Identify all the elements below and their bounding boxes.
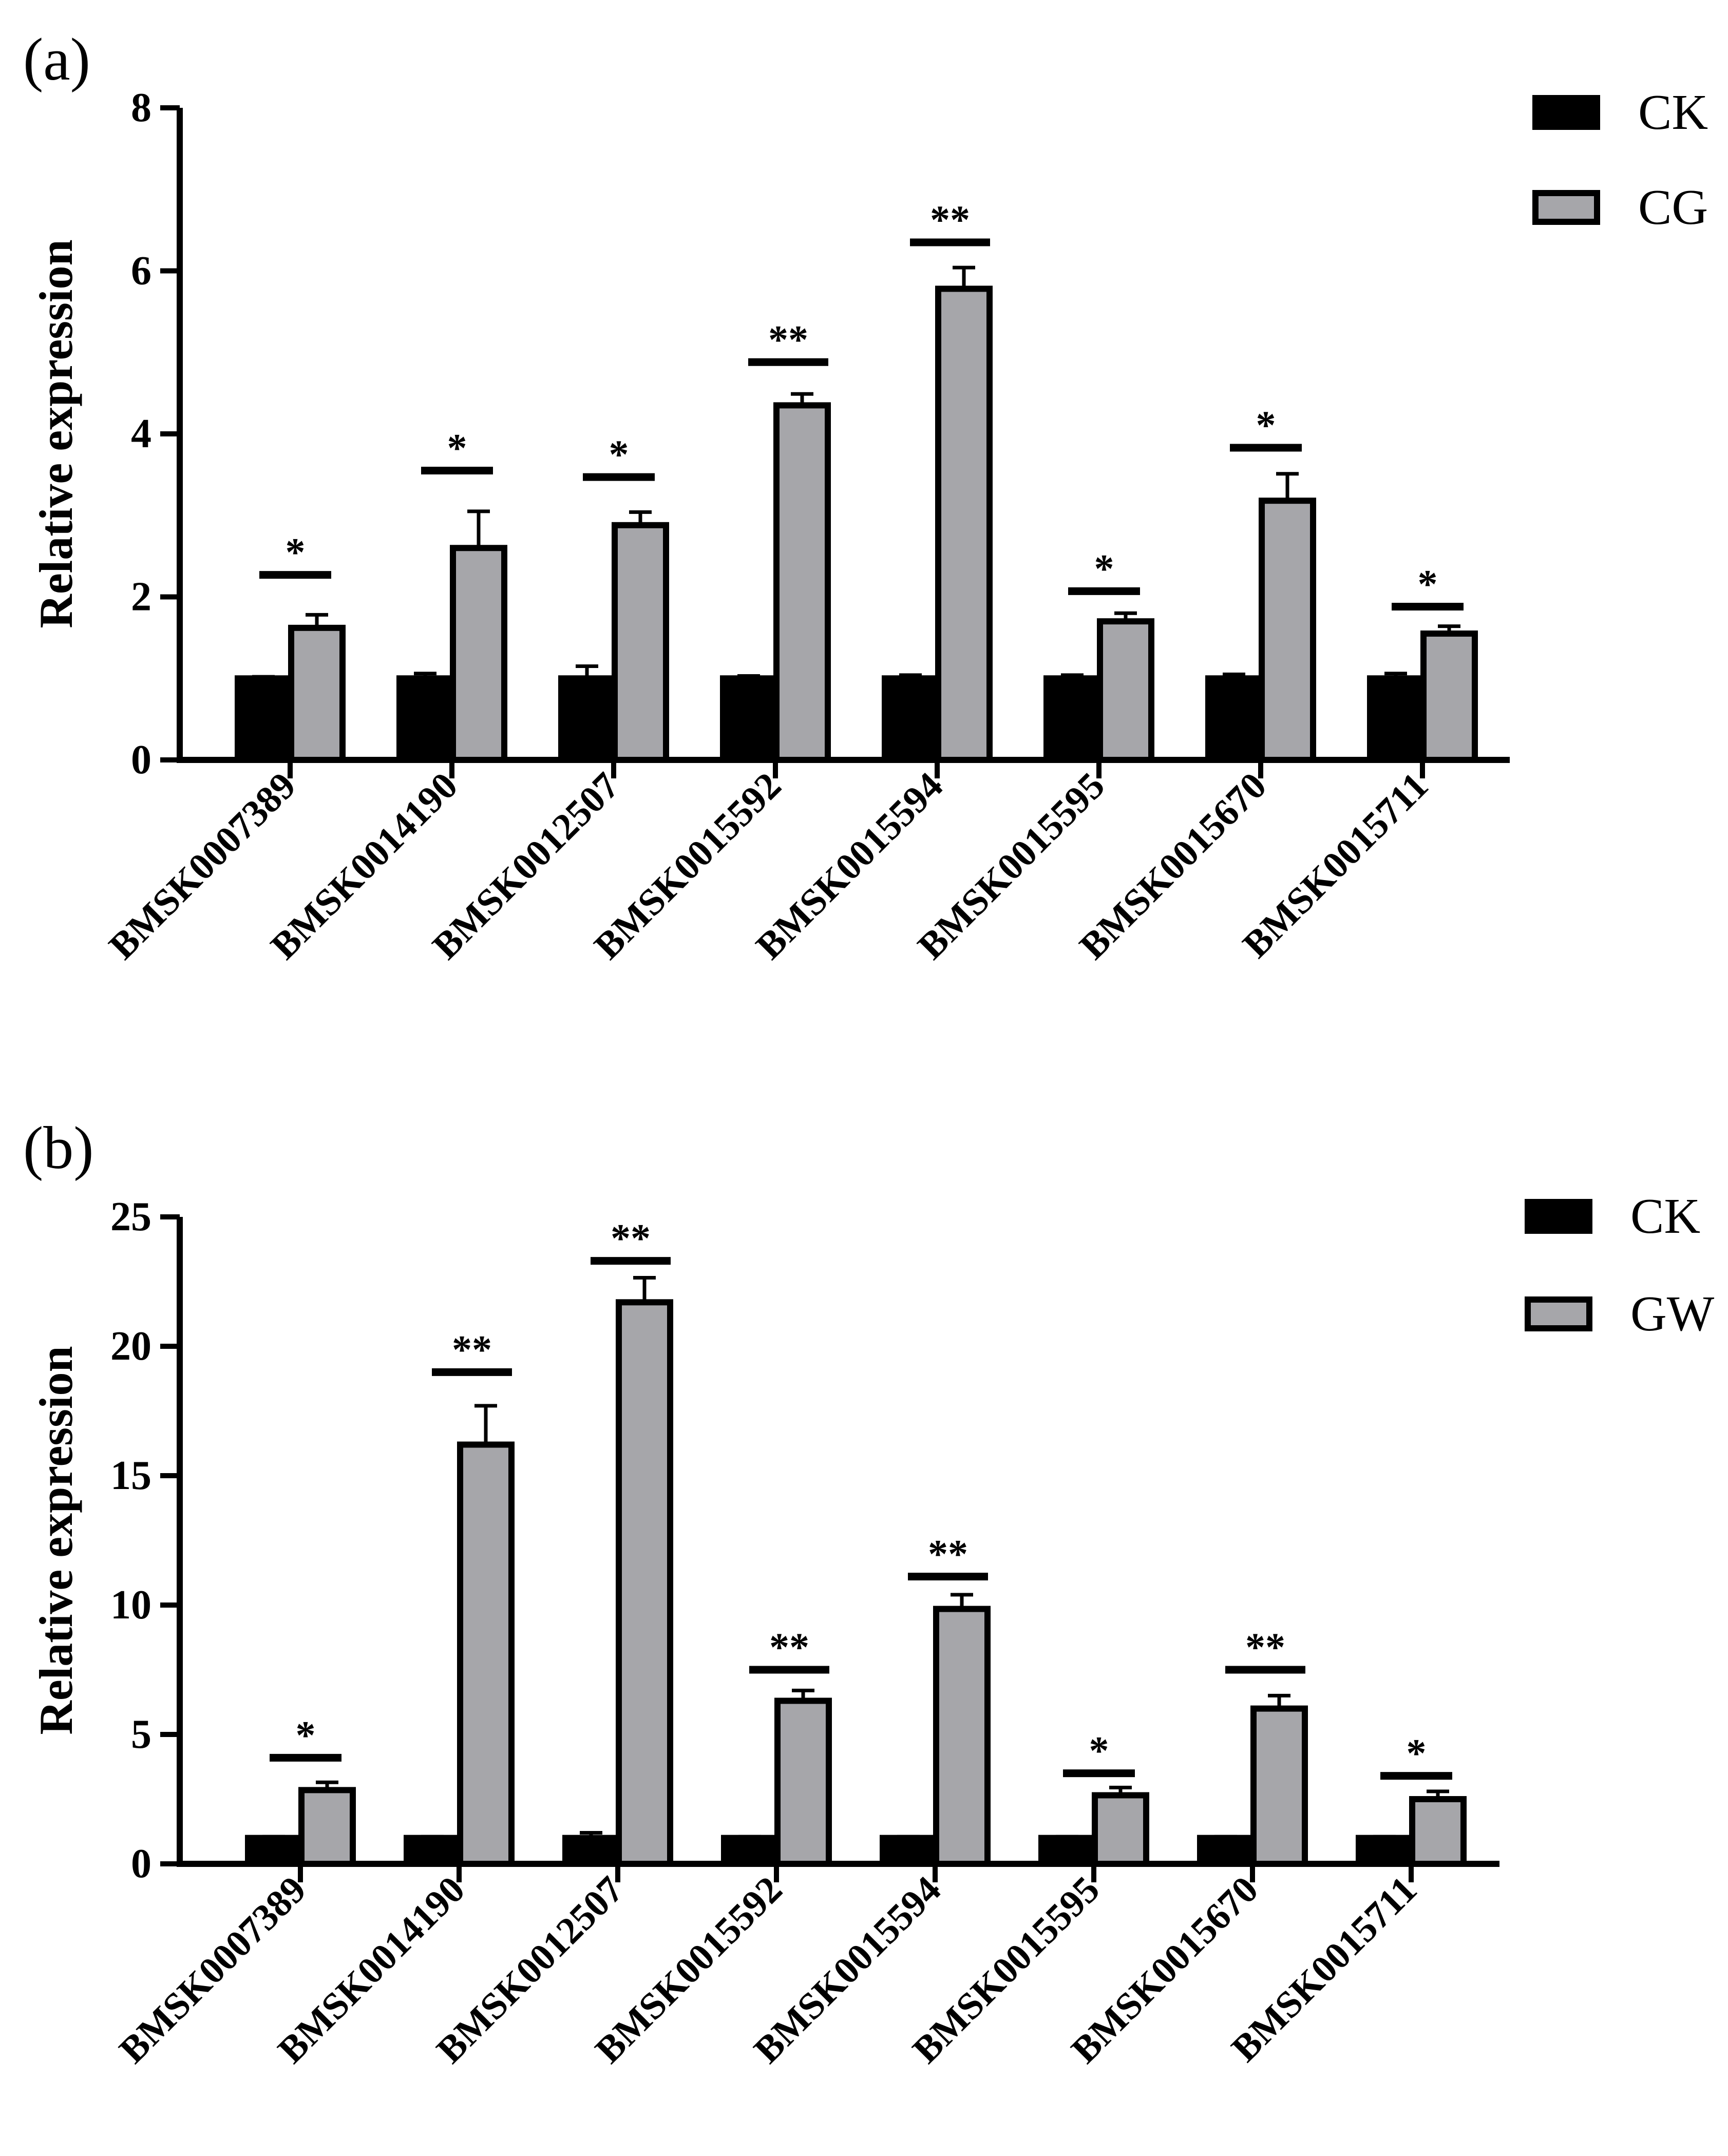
legend-label-gw: GW (1630, 1286, 1715, 1342)
significance-marker: * (609, 432, 629, 476)
bar-ck (1367, 675, 1425, 763)
significance-marker: ** (1245, 1625, 1285, 1669)
bar-treatment (773, 402, 831, 763)
y-tick-label: 10 (110, 1582, 151, 1628)
bar-ck (880, 1835, 937, 1867)
bar-ck (404, 1835, 461, 1867)
significance-marker: * (286, 530, 306, 575)
bar-treatment (457, 1441, 515, 1867)
significance-marker: * (1418, 562, 1438, 606)
bar-ck (562, 1835, 620, 1867)
legend-swatch-ck (1525, 1199, 1592, 1234)
panel-a: (a)Relative expression02468BMSK0007389*B… (23, 26, 1708, 967)
bar-treatment (1092, 1792, 1149, 1867)
legend-swatch-ck (1532, 95, 1600, 130)
significance-marker: ** (928, 1532, 968, 1576)
legend-swatch-cg (1532, 190, 1600, 225)
bar-ck (1197, 1835, 1255, 1867)
significance-marker: * (447, 425, 467, 470)
significance-marker: * (1094, 546, 1114, 590)
significance-marker: * (1256, 403, 1276, 447)
y-tick-label: 15 (110, 1453, 151, 1498)
bar-ck (721, 1835, 778, 1867)
bar-ck (235, 675, 292, 763)
bar-treatment (450, 545, 507, 763)
significance-marker: * (1407, 1731, 1427, 1776)
bar-treatment (933, 1606, 991, 1867)
y-tick-label: 4 (131, 411, 151, 456)
y-tick-label: 0 (131, 1841, 151, 1886)
bar-ck (1038, 1835, 1096, 1867)
bar-treatment (288, 624, 346, 763)
panel-label: (a) (23, 26, 90, 93)
y-tick-label: 6 (131, 249, 151, 294)
bar-treatment (935, 285, 993, 763)
bar-treatment (774, 1697, 832, 1867)
significance-marker: * (296, 1712, 316, 1757)
bar-treatment (616, 1299, 673, 1867)
y-tick-label: 8 (131, 85, 151, 130)
bar-treatment (612, 522, 669, 763)
y-tick-label: 0 (131, 737, 151, 783)
bar-ck (245, 1835, 302, 1867)
bar-treatment (1420, 630, 1478, 763)
legend-label-ck: CK (1638, 85, 1708, 140)
y-axis-title: Relative expression (30, 1346, 82, 1734)
bar-treatment (1097, 618, 1154, 763)
bar-ck (396, 675, 454, 763)
legend-label-ck: CK (1630, 1189, 1700, 1244)
y-tick-label: 2 (131, 575, 151, 620)
y-tick-label: 20 (110, 1324, 151, 1369)
y-tick-label: 25 (110, 1194, 151, 1239)
panel-label: (b) (23, 1114, 94, 1181)
significance-marker: ** (452, 1327, 492, 1371)
bar-treatment (1409, 1796, 1467, 1867)
y-axis-title: Relative expression (30, 239, 82, 628)
bar-ck (882, 675, 939, 763)
significance-marker: ** (611, 1216, 651, 1261)
bar-treatment (1259, 498, 1316, 763)
bar-treatment (1250, 1705, 1308, 1867)
legend-label-cg: CG (1638, 180, 1708, 235)
bar-ck (558, 675, 616, 763)
bar-ck (1356, 1835, 1413, 1867)
bar-ck (1043, 675, 1101, 763)
significance-marker: ** (768, 317, 808, 361)
significance-marker: * (1089, 1728, 1109, 1773)
bar-treatment (298, 1787, 356, 1867)
panel-b: (b)Relative expression0510152025BMSK0007… (23, 1114, 1715, 2071)
significance-marker: ** (769, 1625, 809, 1669)
legend-swatch-gw (1525, 1296, 1592, 1331)
significance-marker: ** (930, 197, 970, 242)
bar-ck (720, 675, 777, 763)
y-tick-label: 5 (131, 1712, 151, 1757)
bar-ck (1205, 675, 1263, 763)
